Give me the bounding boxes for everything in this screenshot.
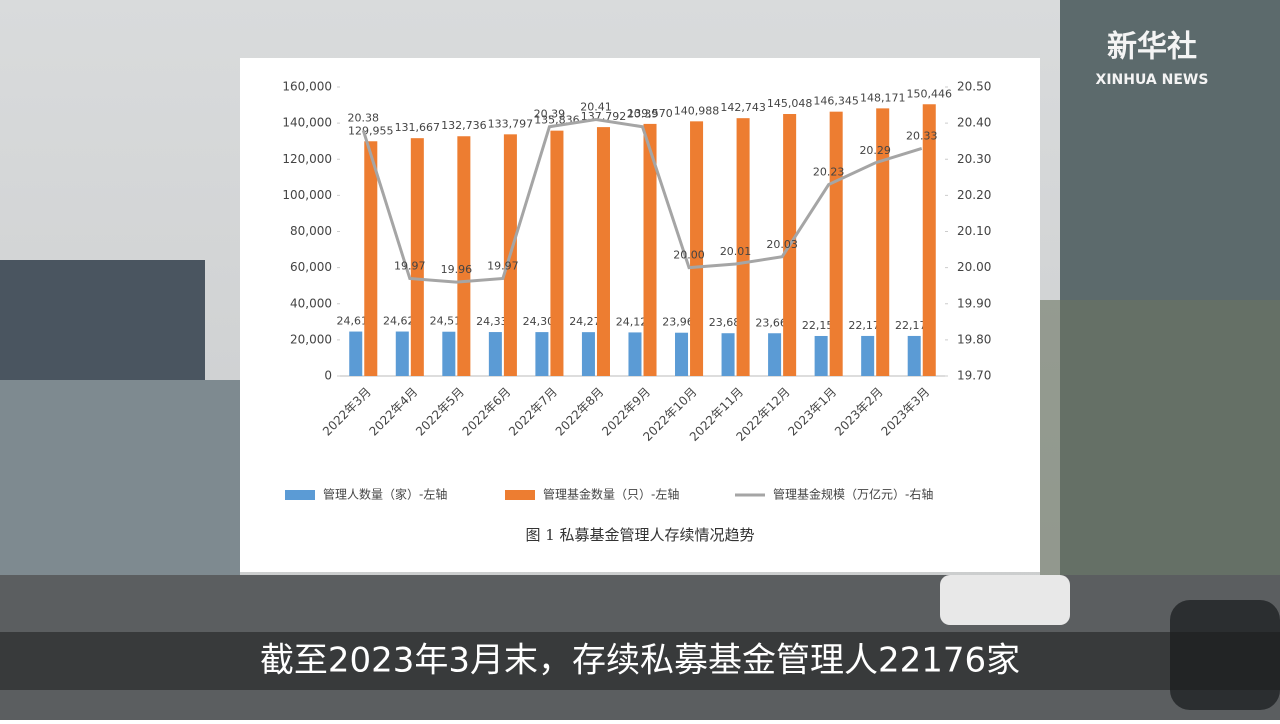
bar: [488, 332, 502, 376]
data-label: 140,988: [674, 104, 720, 117]
y-tick-label: 60,000: [290, 260, 332, 274]
chart-caption: 图 1 私募基金管理人存续情况趋势: [525, 526, 754, 544]
legend-label: 管理人数量（家）-左轴: [323, 487, 447, 502]
data-label: 139,570: [627, 107, 673, 120]
y2-tick-label: 19.90: [957, 296, 991, 310]
data-label: 20.39: [627, 108, 659, 121]
data-label: 20.38: [348, 111, 380, 124]
y-tick-label: 0: [324, 369, 332, 383]
bar: [410, 138, 424, 376]
bar: [721, 333, 735, 376]
car: [940, 575, 1070, 625]
data-label: 150,446: [906, 87, 952, 100]
bar: [736, 118, 750, 376]
data-label: 19.97: [394, 259, 426, 272]
y-tick-label: 120,000: [282, 152, 332, 166]
data-label: 20.23: [813, 166, 845, 179]
bar: [876, 108, 890, 376]
y-tick-label: 100,000: [282, 188, 332, 202]
logo: 新华社: [1107, 30, 1197, 65]
data-label: 148,171: [860, 91, 906, 104]
data-label: 129,955: [348, 124, 394, 137]
y2-tick-label: 20.50: [957, 80, 991, 94]
y-tick-label: 20,000: [290, 332, 332, 346]
y-tick-label: 40,000: [290, 296, 332, 310]
y2-tick-label: 20.30: [957, 152, 991, 166]
y2-tick-label: 20.40: [957, 116, 991, 130]
trees: [1040, 300, 1280, 600]
data-label: 146,345: [813, 95, 859, 108]
bar: [768, 333, 782, 376]
data-label: 20.01: [720, 245, 752, 258]
bar: [814, 335, 828, 376]
y2-tick-label: 20.00: [957, 260, 991, 274]
bar: [596, 127, 610, 377]
legend-label: 管理基金规模（万亿元）-右轴: [773, 487, 933, 502]
y2-tick-label: 19.70: [957, 369, 991, 383]
logo-en: XINHUA NEWS: [1096, 72, 1209, 88]
data-label: 20.33: [906, 129, 938, 142]
building: [0, 380, 240, 580]
y-tick-label: 160,000: [282, 80, 332, 94]
bar: [829, 111, 843, 377]
bar: [643, 123, 657, 376]
data-label: 131,667: [395, 121, 441, 134]
bar: [550, 130, 564, 376]
data-label: 132,736: [441, 119, 487, 132]
bar: [395, 331, 409, 376]
bar: [690, 121, 704, 376]
bar: [628, 332, 642, 376]
data-label: 20.39: [534, 108, 566, 121]
data-label: 19.96: [441, 263, 473, 276]
data-label: 19.97: [487, 259, 519, 272]
legend-key: [285, 490, 315, 500]
bar: [457, 136, 471, 376]
bar: [581, 332, 595, 376]
bar: [364, 141, 378, 376]
subtitle: 截至2023年3月末，存续私募基金管理人22176家: [260, 641, 1020, 681]
data-label: 142,743: [720, 101, 766, 114]
legend-label: 管理基金数量（只）-左轴: [543, 487, 679, 502]
subtitle-band: [0, 632, 1280, 690]
legend-key: [505, 490, 535, 500]
data-label: 20.41: [580, 101, 612, 114]
bar: [442, 331, 456, 376]
y2-tick-label: 20.20: [957, 188, 991, 202]
data-label: 20.00: [673, 249, 705, 262]
bar: [349, 331, 363, 376]
line: [361, 117, 923, 284]
bar: [535, 332, 549, 376]
bar: [907, 335, 921, 376]
bar: [861, 335, 875, 376]
data-label: 133,797: [488, 117, 534, 130]
bar: [922, 104, 936, 377]
bar: [675, 332, 689, 376]
y2-tick-label: 20.10: [957, 224, 991, 238]
data-label: 20.29: [859, 144, 891, 157]
building: [0, 260, 205, 400]
y2-tick-label: 19.80: [957, 332, 991, 346]
data-label: 145,048: [767, 97, 813, 110]
data-label: 20.03: [766, 238, 798, 251]
y-tick-label: 80,000: [290, 224, 332, 238]
y-tick-label: 140,000: [282, 116, 332, 130]
